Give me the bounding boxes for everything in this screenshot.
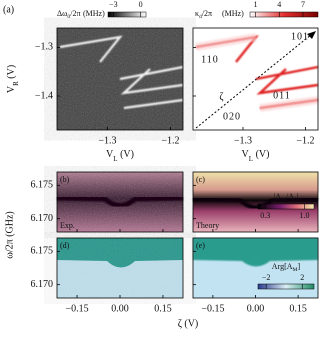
y-axis-label: VR (V): [6, 65, 19, 93]
colorbar-title-part: /A: [286, 192, 294, 201]
x-axis-label-part: (V): [253, 149, 269, 160]
panel-frame: [192, 27, 319, 131]
x-axis-label-part: V: [242, 149, 250, 160]
colorbar-title-part: κ: [195, 9, 199, 18]
state-label: 110: [201, 54, 219, 65]
x-tick-label: 0.00: [111, 303, 129, 314]
colorbar-title-part: Arg[A: [272, 262, 293, 271]
colorbar-tick-label: 2: [300, 273, 304, 282]
x-tick-label: 0.15: [154, 303, 172, 314]
y-axis-label-part: V: [6, 85, 17, 93]
x-axis-label: VL (V): [106, 149, 134, 162]
y-tick-label: −1.3: [35, 42, 53, 53]
colorbar-title-part: |: [297, 192, 299, 201]
panel-label: (a): [3, 4, 14, 15]
colorbar-tick-label: 1: [254, 0, 258, 9]
colorbar-title-part: M: [293, 267, 298, 273]
x-tick-label: −1.3: [98, 135, 116, 146]
colorbar-title-part: d: [199, 14, 202, 20]
colorbar-title-part: /2π: [70, 9, 80, 18]
colorbar-unit: (MHz): [83, 9, 105, 18]
x-axis-label-part: L: [113, 155, 117, 163]
state-label: 020: [223, 111, 241, 122]
colorbar-tick-label: −3: [109, 0, 118, 9]
y-tick-label: 6.175: [31, 180, 54, 191]
x-tick-label: −0.15: [201, 303, 224, 314]
state-label: ζ: [219, 91, 224, 102]
colorbar-title-part: |A: [274, 192, 282, 201]
x-tick-label: 0.00: [247, 303, 265, 314]
colorbar-tick-label: 0.3: [260, 211, 270, 220]
colorbar: [249, 11, 319, 18]
colorbar-title-part: 0: [294, 197, 297, 203]
colorbar-tick-label: 1.0: [299, 211, 309, 220]
y-axis-label: ω/2π (GHz): [4, 211, 15, 258]
y-tick-label: 6.170: [31, 213, 54, 224]
y-tick-label: −1.4: [35, 90, 53, 101]
x-tick-label: −0.15: [65, 303, 88, 314]
colorbar-tick-label: −2: [262, 273, 271, 282]
x-tick-label: 0.15: [289, 303, 307, 314]
colorbar-title-part: Δω: [57, 9, 67, 18]
colorbar-tick-label: 7: [301, 0, 305, 9]
x-tick-label: −1.3: [234, 135, 252, 146]
colorbar-tick-label: 0: [139, 0, 143, 9]
panel-label: (e): [196, 241, 205, 250]
colorbar-unit: (MHz): [222, 9, 244, 18]
y-axis-label-part: (V): [6, 65, 17, 81]
colorbar-title-part: M: [281, 197, 286, 203]
panel-label: (c): [196, 175, 205, 184]
colorbar: [257, 203, 315, 210]
heatmap-images: [56, 28, 319, 298]
colorbar-title-part: /2π: [202, 9, 212, 18]
colorbar-title: |AM/A0|: [274, 192, 299, 203]
colorbar: [257, 283, 315, 290]
x-tick-label: −1.2: [161, 135, 179, 146]
x-axis-label-part: L: [249, 155, 253, 163]
y-tick-label: 6.175: [31, 246, 54, 257]
colorbar-title: Arg[AM]: [272, 262, 301, 273]
x-axis-label-part: (V): [118, 149, 134, 160]
x-axis-label-part: V: [106, 149, 114, 160]
panel-frame: [56, 27, 184, 131]
x-tick-label: −1.2: [296, 135, 314, 146]
y-tick-label: 6.170: [31, 279, 54, 290]
colorbar-title: Δω0/2π: [57, 9, 80, 20]
y-axis-label-part: R: [12, 81, 20, 86]
colorbar-title-part: ]: [298, 262, 301, 271]
colorbar: [107, 11, 147, 18]
x-axis-label: VL (V): [242, 149, 270, 162]
panel-note: Exp.: [60, 221, 75, 230]
colorbar-title: κd/2π: [195, 9, 212, 20]
panel-note: Theory: [196, 221, 219, 230]
state-label: 101: [291, 31, 309, 42]
panel-label: (d): [60, 241, 70, 250]
colorbar-title-part: 0: [67, 14, 70, 20]
state-label: 011: [273, 90, 291, 101]
x-axis-label: ζ (V): [178, 318, 199, 329]
panel-label: (b): [60, 175, 70, 184]
colorbar-tick-label: 4: [277, 0, 281, 9]
